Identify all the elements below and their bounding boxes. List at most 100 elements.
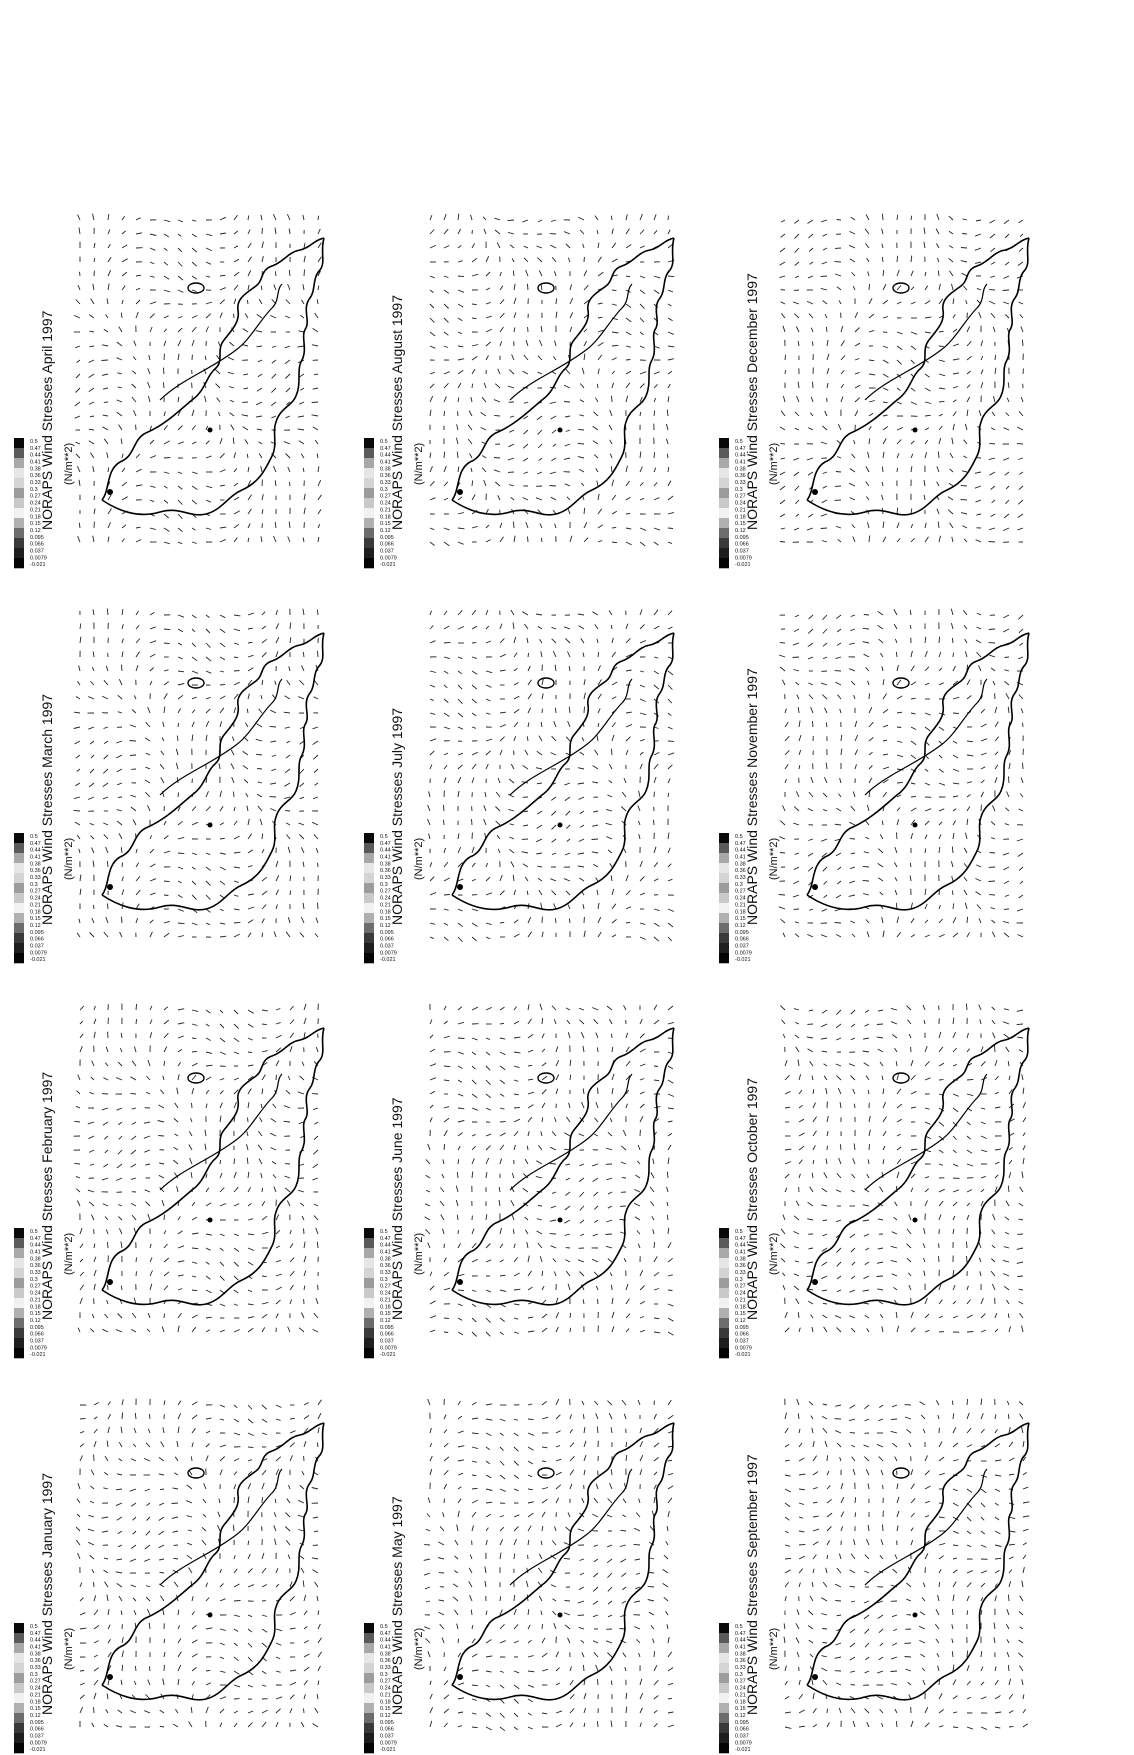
wind-vector [513,271,514,276]
wind-vector [564,1133,570,1136]
wind-vector [953,1460,959,1462]
wind-vector [234,452,236,458]
coastline-south [102,1028,324,1305]
wind-vector [262,1643,267,1647]
wind-vector [668,230,670,234]
wind-vector [303,538,304,543]
wind-vector [118,1205,122,1207]
wind-vector [90,1501,94,1503]
wind-vector [542,1089,547,1094]
wind-vector [482,456,486,459]
wind-vector [925,1061,930,1066]
wind-vector [799,1726,805,1727]
wind-vector [206,735,207,741]
wind-vector [566,369,570,374]
wind-vector [500,1447,504,1451]
wind-vector [234,895,238,896]
wind-vector [76,454,80,458]
wind-vector [317,1694,318,1699]
colorbar-swatch [364,1683,374,1693]
wind-vector [472,847,474,853]
colorbar-swatch [14,558,24,568]
wind-vector [500,1159,502,1164]
wind-vector [103,1122,108,1125]
wind-vector [276,610,278,615]
wind-vector [551,497,556,500]
wind-vector [276,1405,281,1408]
wind-vector [175,1709,178,1713]
wind-vector [118,1314,123,1319]
wind-vector [205,356,206,360]
wind-vector [865,1657,869,1660]
wind-vector [220,629,225,633]
wind-vector [300,1076,304,1080]
wind-vector [145,1164,150,1165]
wind-vector [654,937,659,941]
wind-vector [134,1047,136,1053]
wind-vector [206,697,211,699]
wind-vector [289,482,290,486]
wind-vector [80,1671,84,1672]
wind-vector [438,1612,444,1615]
wind-vector [654,398,656,402]
wind-vector [864,1063,869,1066]
wind-vector [471,1610,472,1615]
wind-vector [178,528,183,532]
wind-vector [852,1174,856,1178]
wind-vector [995,1429,998,1433]
wind-vector [91,1077,94,1080]
wind-vector [444,699,448,703]
wind-vector [234,1204,239,1206]
wind-vector [136,611,138,615]
wind-vector [117,1517,122,1520]
wind-vector [486,1540,487,1545]
wind-vector [608,850,612,853]
wind-vector [654,1066,658,1067]
wind-vector [178,262,182,267]
wind-vector [668,1652,672,1657]
wind-vector [799,1328,800,1332]
wind-vector [640,1064,645,1066]
wind-vector [883,1088,884,1094]
wind-vector [472,1332,477,1337]
wind-vector [979,1005,981,1011]
wind-vector [287,680,290,685]
wind-vector [145,1545,150,1549]
wind-vector [668,1318,674,1321]
wind-vector [178,1665,181,1671]
wind-vector [781,1229,785,1234]
wind-vector [836,657,842,659]
wind-vector [514,653,517,657]
wind-vector [177,736,178,741]
wind-vector [823,1234,828,1236]
wind-vector [243,766,248,770]
colorbar-tick-label: 0.037 [30,1339,44,1345]
wind-vector [234,792,235,797]
coastline-south [452,1028,674,1305]
wind-vector [285,346,290,348]
wind-vector [981,1298,983,1304]
wind-vector [301,1722,304,1727]
wind-vector [426,1190,430,1192]
wind-vector [270,315,276,318]
wind-vector [592,1164,598,1166]
wind-vector [133,1517,136,1520]
wind-vector [624,1258,626,1262]
wind-vector [497,835,500,839]
wind-vector [247,709,248,713]
wind-vector [146,1531,150,1535]
wind-vector [540,523,542,528]
wind-vector [865,1248,869,1250]
wind-vector [248,920,253,923]
wind-vector [1009,1076,1010,1080]
wind-vector [248,285,249,290]
wind-vector [441,1215,444,1221]
wind-vector [481,427,486,430]
wind-vector [995,1329,998,1332]
wind-vector [136,1004,137,1010]
wind-vector [192,442,196,444]
wind-vector [837,629,841,632]
wind-vector [523,371,529,374]
wind-vector [220,1038,225,1042]
colorbar-swatch [364,1258,374,1268]
